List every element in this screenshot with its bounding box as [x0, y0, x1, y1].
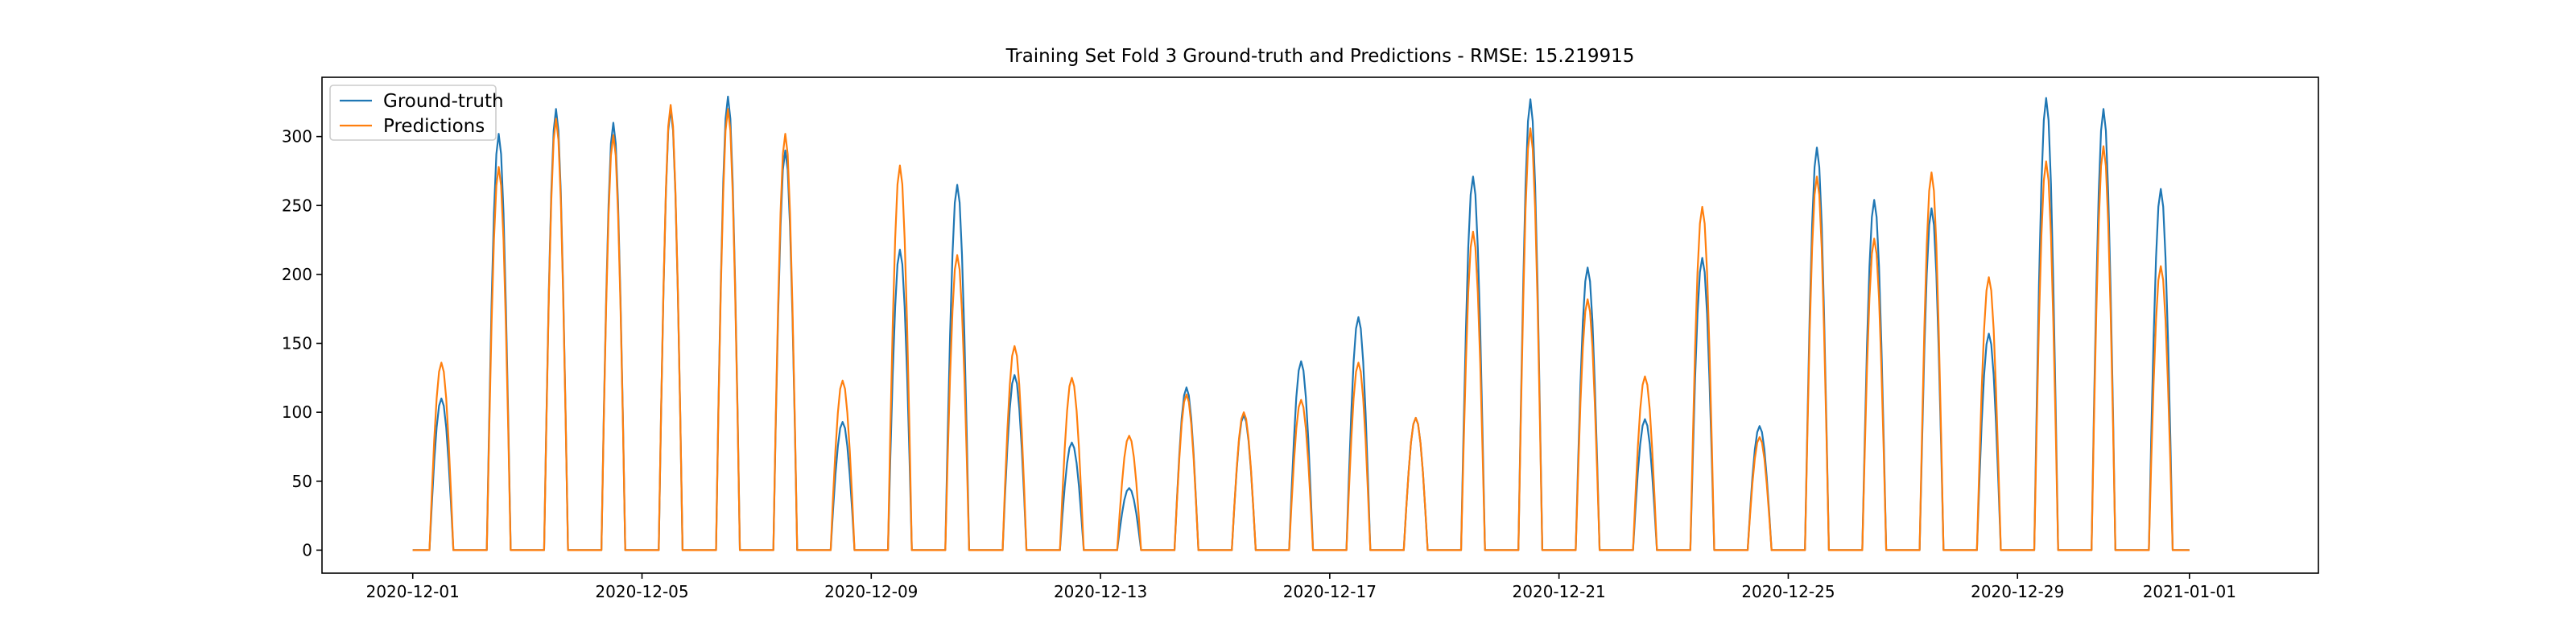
chart-title: Training Set Fold 3 Ground-truth and Pre… — [1005, 46, 1635, 67]
series-line-predictions — [412, 104, 2190, 551]
legend-label: Predictions — [383, 116, 485, 137]
y-tick-label: 100 — [282, 402, 312, 422]
y-axis: 0 50 100 150 200 250 300 — [282, 127, 322, 559]
plot-area — [322, 77, 2318, 573]
y-tick-label: 150 — [282, 334, 312, 353]
legend-label: Ground-truth — [383, 91, 504, 112]
y-tick-label: 50 — [292, 472, 312, 491]
x-tick-label: 2020-12-01 — [366, 582, 460, 601]
x-tick-label: 2020-12-05 — [595, 582, 688, 601]
x-axis: 2020-12-01 2020-12-05 2020-12-09 2020-12-13… — [366, 573, 2236, 601]
y-tick-label: 300 — [282, 127, 312, 147]
x-tick-label: 2020-12-09 — [824, 582, 918, 601]
x-tick-label: 2020-12-17 — [1283, 582, 1377, 601]
y-tick-label: 200 — [282, 265, 312, 284]
series-layer — [412, 95, 2190, 551]
x-tick-label: 2021-01-01 — [2143, 582, 2236, 601]
x-tick-label: 2020-12-21 — [1513, 582, 1606, 601]
y-tick-label: 250 — [282, 196, 312, 215]
x-tick-label: 2020-12-25 — [1741, 582, 1835, 601]
legend: Ground-truth Predictions — [329, 85, 504, 141]
plot-frame — [321, 76, 2319, 574]
y-tick-label: 0 — [302, 540, 312, 559]
x-tick-label: 2020-12-29 — [1971, 582, 2064, 601]
x-tick-label: 2020-12-13 — [1054, 582, 1147, 601]
